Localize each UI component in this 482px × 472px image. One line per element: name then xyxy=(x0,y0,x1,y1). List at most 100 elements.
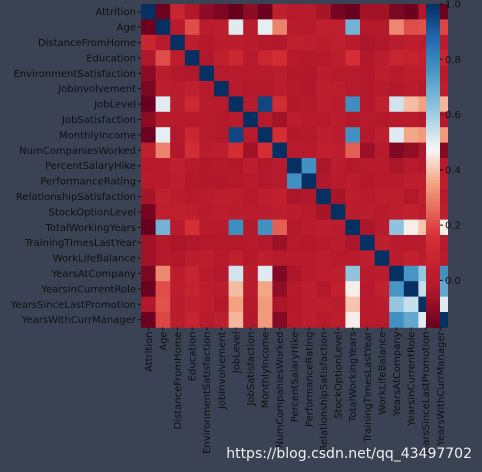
colorbar-segment xyxy=(426,257,440,261)
heatmap-cell-EnvironmentSatisfaction-JobLevel xyxy=(228,65,244,82)
colorbar-segment xyxy=(426,243,440,248)
heatmap-cell-JobInvolvement-RelationshipSatisfaction xyxy=(316,81,332,97)
colorbar: 0.0 0.2 0.4 0.6 0.8 1.0 xyxy=(426,0,461,328)
colorbar-segment xyxy=(426,20,440,24)
colorbar-segment xyxy=(426,214,440,218)
y-label-MonthlyIncome: MonthlyIncome xyxy=(59,130,136,141)
heatmap-cell-YearsSinceLastPromotion-Age xyxy=(155,296,171,313)
colorbar-tick-label: 0.0 xyxy=(445,276,461,287)
heatmap-cell-PercentSalaryHike-Education xyxy=(184,158,200,174)
heatmap-cell-Age-TrainingTimesLastYear xyxy=(360,19,375,36)
heatmap-cell-JobInvolvement-Education xyxy=(184,81,200,97)
heatmap-cell-YearsAtCompany-TrainingTimesLastYear xyxy=(360,265,375,282)
heatmap-cell-NumCompaniesWorked-EnvironmentSatisfaction xyxy=(199,142,215,159)
heatmap-cell-YearsInCurrentRole-PercentSalaryHike xyxy=(287,281,302,297)
heatmap-cell-PerformanceRating-Age xyxy=(155,173,171,190)
heatmap-cell-YearsSinceLastPromotion-NumCompaniesWorked xyxy=(272,296,288,313)
colorbar-segment xyxy=(426,52,440,56)
heatmap-cell-PerformanceRating-StockOptionLevel xyxy=(330,173,346,190)
heatmap-cell-YearsWithCurrManager-PercentSalaryHike xyxy=(287,312,302,328)
heatmap-cell-TrainingTimesLastYear-PercentSalaryHike xyxy=(287,235,302,251)
heatmap-cell-NumCompaniesWorked-PercentSalaryHike xyxy=(287,142,302,159)
colorbar-segment xyxy=(426,95,440,99)
heatmap-cell-DistanceFromHome-RelationshipSatisfaction xyxy=(316,34,332,51)
heatmap-cell-StockOptionLevel-Education xyxy=(184,204,200,220)
heatmap-cell-PercentSalaryHike-MonthlyIncome xyxy=(257,158,273,174)
colorbar-segment xyxy=(426,211,440,215)
heatmap-cell-YearsInCurrentRole-TrainingTimesLastYear xyxy=(360,281,375,297)
heatmap-cell-NumCompaniesWorked-JobSatisfaction xyxy=(243,142,259,159)
heatmap-cell-DistanceFromHome-Education xyxy=(184,34,200,51)
heatmap-cell-TotalWorkingYears-Education xyxy=(184,219,200,236)
heatmap-cell-WorkLifeBalance-TotalWorkingYears xyxy=(345,250,361,267)
colorbar-segment xyxy=(426,324,440,328)
colorbar-segment xyxy=(426,154,440,159)
colorbar-segment xyxy=(426,106,440,110)
heatmap-cell-Attrition-NumCompaniesWorked xyxy=(272,4,288,20)
colorbar-segment xyxy=(426,136,440,140)
heatmap-cell-Age-DistanceFromHome xyxy=(170,19,186,36)
heatmap-cell-JobLevel-TrainingTimesLastYear xyxy=(360,96,375,113)
heatmap-cell-NumCompaniesWorked-Attrition xyxy=(141,142,156,159)
y-label-YearsSinceLastPromotion: YearsSinceLastPromotion xyxy=(10,300,136,311)
heatmap-cell-YearsWithCurrManager-JobLevel xyxy=(228,312,244,328)
colorbar-segment xyxy=(426,262,440,266)
colorbar-segment xyxy=(426,103,440,107)
colorbar-segment xyxy=(426,224,440,229)
colorbar-segment xyxy=(426,179,440,183)
heatmap-cell-JobInvolvement-JobInvolvement xyxy=(214,81,229,97)
heatmap-cell-PercentSalaryHike-NumCompaniesWorked xyxy=(272,158,288,174)
colorbar-segment xyxy=(426,79,440,83)
heatmap-cell-RelationshipSatisfaction-StockOptionLevel xyxy=(330,188,346,205)
heatmap-cell-YearsWithCurrManager-PerformanceRating xyxy=(301,312,317,328)
heatmap-cell-YearsSinceLastPromotion-JobLevel xyxy=(228,296,244,313)
heatmap-cell-WorkLifeBalance-YearsInCurrentRole xyxy=(403,250,419,267)
heatmap-cell-WorkLifeBalance-EnvironmentSatisfaction xyxy=(199,250,215,267)
heatmap-cell-Age-YearsInCurrentRole xyxy=(403,19,419,36)
heatmap-cell-JobInvolvement-JobLevel xyxy=(228,81,244,97)
heatmap-cell-DistanceFromHome-TotalWorkingYears xyxy=(345,34,361,51)
colorbar-tick-label: 0.4 xyxy=(445,165,461,176)
heatmap-cell-TrainingTimesLastYear-JobInvolvement xyxy=(214,235,229,251)
colorbar-segment xyxy=(426,160,440,164)
heatmap-cell-YearsSinceLastPromotion-YearsAtCompany xyxy=(389,296,405,313)
heatmap-cell-JobSatisfaction-TotalWorkingYears xyxy=(345,111,361,128)
colorbar-segment xyxy=(426,273,440,277)
heatmap-cell-MonthlyIncome-YearsInCurrentRole xyxy=(403,127,419,143)
heatmap-cell-JobLevel-JobLevel xyxy=(228,96,244,113)
heatmap-cell-JobInvolvement-PercentSalaryHike xyxy=(287,81,302,97)
heatmap-cell-JobSatisfaction-StockOptionLevel xyxy=(330,111,346,128)
heatmap-cell-YearsSinceLastPromotion-Education xyxy=(184,296,200,313)
heatmap-cell-DistanceFromHome-Age xyxy=(155,34,171,51)
heatmap-cell-MonthlyIncome-Attrition xyxy=(141,127,156,143)
heatmap-cell-Age-Age xyxy=(155,19,171,36)
heatmap-cell-Age-JobInvolvement xyxy=(214,19,229,36)
heatmap-cell-TrainingTimesLastYear-WorkLifeBalance xyxy=(374,235,390,251)
x-label-WorkLifeBalance: WorkLifeBalance xyxy=(377,331,388,414)
colorbar-segment xyxy=(426,192,440,196)
x-label-JobSatisfaction: JobSatisfaction xyxy=(246,331,257,406)
colorbar-tick-label: 1.0 xyxy=(445,0,461,11)
heatmap-cell-YearsWithCurrManager-YearsInCurrentRole xyxy=(403,312,419,328)
colorbar-segment xyxy=(426,276,440,280)
heatmap-cell-TrainingTimesLastYear-StockOptionLevel xyxy=(330,235,346,251)
colorbar-segment xyxy=(426,92,440,97)
heatmap-cell-MonthlyIncome-PercentSalaryHike xyxy=(287,127,302,143)
heatmap-cell-Education-Education xyxy=(184,50,200,66)
colorbar-segment xyxy=(426,313,440,318)
colorbar-segment xyxy=(426,33,440,37)
colorbar-segment xyxy=(426,265,440,269)
heatmap-cell-JobSatisfaction-Education xyxy=(184,111,200,128)
heatmap-cell-JobLevel-Education xyxy=(184,96,200,113)
colorbar-segment xyxy=(426,235,440,239)
heatmap-cell-MonthlyIncome-Age xyxy=(155,127,171,143)
heatmap-cell-Attrition-WorkLifeBalance xyxy=(374,4,390,20)
colorbar-segment xyxy=(426,111,440,115)
colorbar-segment xyxy=(426,233,440,237)
y-label-YearsAtCompany: YearsAtCompany xyxy=(50,269,136,280)
heatmap-cell-PerformanceRating-Education xyxy=(184,173,200,190)
heatmap-cell-RelationshipSatisfaction-JobLevel xyxy=(228,188,244,205)
heatmap-cell-WorkLifeBalance-DistanceFromHome xyxy=(170,250,186,267)
heatmap-cell-WorkLifeBalance-TrainingTimesLastYear xyxy=(360,250,375,267)
